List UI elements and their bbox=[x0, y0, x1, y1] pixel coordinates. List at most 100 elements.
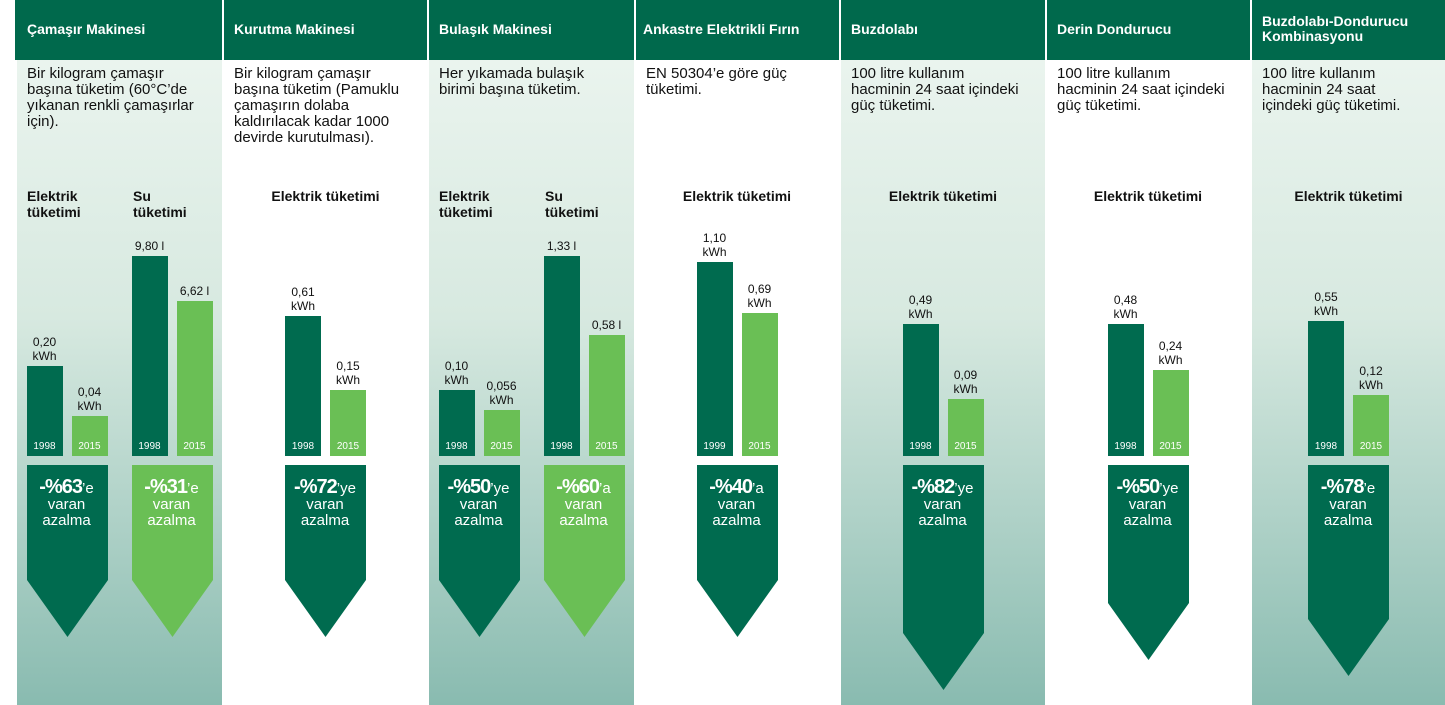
arrow-text: -%72’ye varan azalma bbox=[285, 477, 365, 529]
year-label: 2015 bbox=[1359, 441, 1383, 452]
year-label: 2015 bbox=[1159, 441, 1182, 452]
arrow-shape bbox=[696, 465, 778, 637]
reduction-arrow bbox=[1107, 465, 1189, 660]
year-label: 2015 bbox=[490, 441, 513, 452]
value-label: 0,20 kWh bbox=[32, 335, 57, 363]
reduction-arrow bbox=[438, 465, 520, 637]
value-label: 0,49 kWh bbox=[908, 293, 933, 321]
bar bbox=[285, 316, 321, 456]
group-heading: Elektrik tüketimi bbox=[1294, 188, 1403, 204]
header-band bbox=[222, 0, 429, 60]
year-label: 2015 bbox=[336, 441, 360, 452]
reduction-percent: -%50 bbox=[1116, 476, 1161, 498]
bar bbox=[543, 256, 580, 456]
year-label: 1998 bbox=[1314, 441, 1338, 452]
arrow-text: -%63’e varan azalma bbox=[27, 477, 107, 529]
reduction-note: varan azalma bbox=[918, 496, 967, 529]
panel-title: Bulaşık Makinesi bbox=[439, 21, 552, 37]
arrow-text: -%78’e varan azalma bbox=[1308, 476, 1388, 529]
panel-description: 100 litre kullanım hacminin 24 saat için… bbox=[1262, 65, 1401, 114]
reduction-suffix: ’ye bbox=[490, 480, 510, 497]
bar bbox=[26, 366, 63, 456]
year-label: 2015 bbox=[595, 441, 618, 452]
panel-description: Bir kilogram çamaşır başına tüketim (60°… bbox=[27, 65, 194, 130]
bar bbox=[1152, 370, 1189, 456]
value-label: 0,61 kWh bbox=[291, 285, 315, 313]
arrow-shape bbox=[131, 465, 213, 637]
panel-title: Derin Dondurucu bbox=[1057, 21, 1172, 37]
panel-description: EN 50304’e göre güç tüketimi. bbox=[646, 65, 787, 98]
value-label: 0,04 kWh bbox=[77, 385, 102, 414]
value-label: 0,55 kWh bbox=[1314, 290, 1338, 318]
bar bbox=[902, 324, 939, 456]
group-heading: Elektrik tüketimi bbox=[271, 188, 380, 204]
bar bbox=[131, 256, 168, 456]
reduction-note: varan azalma bbox=[1323, 496, 1373, 529]
reduction-arrow bbox=[696, 465, 778, 637]
reduction-suffix: ’e bbox=[82, 480, 94, 497]
arrow-text: -%50’ye varan azalma bbox=[1108, 476, 1188, 529]
reduction-arrow bbox=[26, 465, 108, 637]
year-label: 2015 bbox=[748, 441, 771, 452]
reduction-note: varan azalma bbox=[712, 496, 761, 529]
bar bbox=[483, 410, 520, 456]
reduction-percent: -%78 bbox=[1320, 476, 1365, 498]
arrow-text: -%60’a varan azalma bbox=[544, 477, 624, 529]
bar bbox=[438, 390, 475, 456]
header-band bbox=[15, 0, 222, 60]
reduction-arrow bbox=[543, 465, 625, 637]
arrow-text: -%31’e varan azalma bbox=[132, 477, 212, 529]
value-label: 0,48 kWh bbox=[1113, 293, 1138, 321]
year-label: 1998 bbox=[550, 441, 573, 452]
year-label: 2015 bbox=[954, 441, 977, 452]
value-label: 0,09 kWh bbox=[953, 368, 978, 397]
bar bbox=[71, 416, 108, 456]
bar bbox=[1107, 324, 1144, 456]
reduction-arrow bbox=[902, 465, 984, 690]
bar bbox=[696, 262, 733, 456]
group-heading: Elektrik tüketimi bbox=[682, 188, 792, 204]
group-heading: Elektrik tüketimi bbox=[1093, 188, 1203, 204]
panel-title: Buzdolabı-Dondurucu Kombinasyonu bbox=[1262, 13, 1409, 44]
year-label: 1998 bbox=[138, 441, 161, 452]
header-band bbox=[1250, 0, 1445, 60]
value-label: 0,24 kWh bbox=[1158, 339, 1183, 368]
reduction-suffix: ’e bbox=[1363, 480, 1376, 497]
value-label: 0,12 kWh bbox=[1359, 363, 1383, 392]
arrow-text: -%82’ye varan azalma bbox=[903, 477, 983, 529]
panel-description: Bir kilogram çamaşır başına tüketim (Pam… bbox=[234, 65, 400, 146]
year-label: 1998 bbox=[445, 441, 468, 452]
year-label: 1998 bbox=[33, 441, 56, 452]
year-label: 1998 bbox=[909, 441, 932, 452]
value-label: 0,056 kWh bbox=[486, 379, 517, 408]
group-heading: Elektrik tüketimi bbox=[27, 188, 81, 220]
header-band bbox=[634, 0, 840, 60]
year-label: 2015 bbox=[78, 441, 101, 452]
value-label: 1,10 kWh bbox=[702, 231, 727, 259]
reduction-suffix: ’ye bbox=[954, 480, 974, 497]
reduction-percent: -%40 bbox=[709, 476, 753, 498]
arrow-shape bbox=[902, 465, 984, 690]
arrow-text: -%50’ye varan azalma bbox=[439, 477, 519, 529]
value-label: 6,62 l bbox=[179, 284, 210, 299]
panel-description: 100 litre kullanım hacminin 24 saat için… bbox=[1057, 65, 1225, 114]
bar bbox=[1353, 394, 1389, 456]
reduction-suffix: ’ye bbox=[1159, 480, 1179, 497]
value-label: 9,80 l bbox=[134, 239, 165, 253]
group-heading: Elektrik tüketimi bbox=[888, 188, 998, 204]
bar bbox=[741, 312, 778, 456]
value-label: 0,69 kWh bbox=[747, 281, 772, 310]
panel-description: 100 litre kullanım hacminin 24 saat için… bbox=[851, 65, 1019, 114]
reduction-note: varan azalma bbox=[42, 496, 91, 529]
year-label: 2015 bbox=[183, 441, 206, 452]
arrow-shape bbox=[1308, 465, 1389, 676]
arrow-shape bbox=[1107, 465, 1189, 660]
year-label: 1998 bbox=[291, 441, 315, 452]
reduction-note: varan azalma bbox=[454, 496, 503, 529]
arrow-shape bbox=[26, 465, 108, 637]
group-heading: Su tüketimi bbox=[545, 188, 599, 220]
panel-description: Her yıkamada bulaşık birimi başına tüket… bbox=[439, 65, 585, 98]
reduction-note: varan azalma bbox=[300, 496, 350, 529]
group-heading: Su tüketimi bbox=[133, 188, 187, 220]
